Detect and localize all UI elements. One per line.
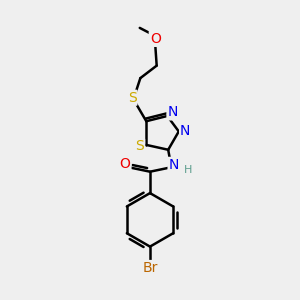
Text: Br: Br (142, 261, 158, 275)
Text: S: S (135, 140, 144, 153)
Text: O: O (120, 157, 130, 171)
Text: S: S (128, 91, 136, 105)
Text: N: N (180, 124, 190, 139)
Text: H: H (184, 165, 192, 175)
Text: O: O (150, 32, 160, 46)
Text: N: N (167, 105, 178, 119)
Text: N: N (169, 158, 179, 172)
